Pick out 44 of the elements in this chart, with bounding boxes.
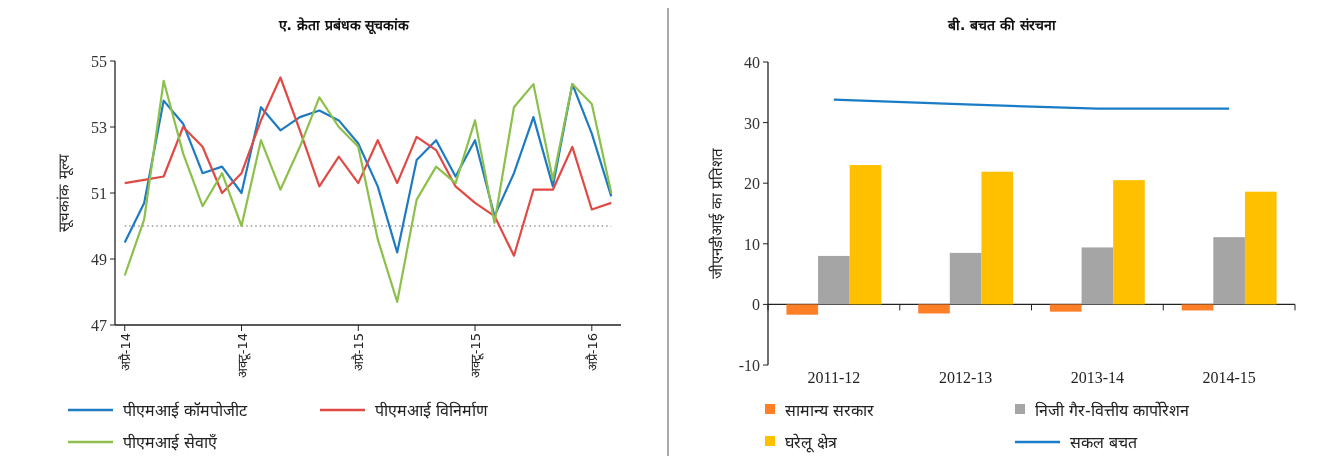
x-tick-label: 2011-12 [807, 369, 861, 386]
chart-title: बी. बचत की संरचना [947, 17, 1057, 33]
bar [1213, 237, 1245, 305]
bar [949, 252, 982, 305]
legend-label: पीएमआई कॉमपोजीट [123, 401, 249, 420]
y-tick-label: 55 [91, 53, 107, 70]
line-series [123, 79, 613, 303]
x-tick-label: 2014-15 [1202, 369, 1256, 386]
y-tick-label: 0 [752, 296, 760, 314]
legend-label: पीएमआई विनिर्माण [375, 401, 489, 420]
y-tick-label: 30 [744, 114, 760, 132]
bar [1113, 180, 1145, 305]
legend-label: सकल बचत [1070, 433, 1139, 452]
y-tick-label: 53 [91, 119, 107, 136]
x-tick-label: 2013-14 [1070, 369, 1125, 386]
bar [786, 304, 819, 315]
bar [849, 165, 882, 305]
bar [1181, 304, 1214, 311]
chart-title: ए. क्रेता प्रबंधक सूचकांक [277, 17, 411, 35]
y-tick-label: 10 [744, 235, 760, 253]
legend-label: निजी गैर-वित्तीय कार्पोरेशन [1035, 401, 1190, 420]
bar [981, 171, 1014, 305]
bar [1049, 304, 1082, 312]
legend-label: सामान्य सरकार [785, 401, 875, 420]
x-tick-label: अप्रै-14 [117, 333, 133, 372]
bar [1244, 191, 1277, 305]
x-tick-label: अक्टू-15 [468, 333, 485, 379]
bar [918, 304, 950, 314]
y-axis-title: सूचकांक मूल्य [55, 154, 74, 232]
x-tick-label: अप्रै-16 [584, 333, 600, 372]
y-tick-label: 51 [91, 185, 107, 202]
x-tick-label: अक्टू-14 [234, 333, 251, 379]
y-tick-label: 40 [744, 54, 760, 71]
y-tick-label: 47 [91, 317, 107, 334]
y-tick-label: 49 [91, 251, 107, 268]
legend-label: घरेलू क्षेत्र [785, 433, 839, 453]
legend-label: पीएमआई सेवाएँ [123, 433, 219, 452]
y-tick-label: -10 [738, 357, 760, 374]
bar [1081, 247, 1114, 305]
x-tick-label: अप्रै-15 [351, 333, 367, 372]
y-tick-label: 20 [744, 175, 760, 193]
bar [818, 255, 850, 305]
y-axis-title: जीएनडीआई का प्रतिशत [708, 147, 726, 280]
x-tick-label: 2012-13 [938, 369, 993, 386]
